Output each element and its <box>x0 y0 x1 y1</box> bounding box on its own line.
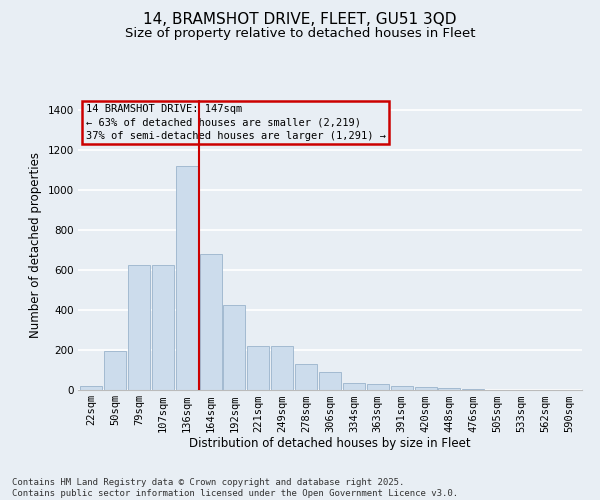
Bar <box>319 372 341 390</box>
Bar <box>439 388 460 390</box>
Text: Size of property relative to detached houses in Fleet: Size of property relative to detached ho… <box>125 28 475 40</box>
Text: 14, BRAMSHOT DRIVE, FLEET, GU51 3QD: 14, BRAMSHOT DRIVE, FLEET, GU51 3QD <box>143 12 457 28</box>
Bar <box>391 386 413 390</box>
Bar <box>247 346 269 390</box>
Bar <box>463 389 484 390</box>
Bar <box>128 265 150 390</box>
Bar <box>104 351 126 390</box>
Bar <box>152 265 174 390</box>
Bar <box>415 387 437 390</box>
Bar <box>176 166 197 390</box>
Y-axis label: Number of detached properties: Number of detached properties <box>29 152 42 338</box>
Bar <box>223 305 245 390</box>
Bar <box>200 254 221 390</box>
X-axis label: Distribution of detached houses by size in Fleet: Distribution of detached houses by size … <box>189 437 471 450</box>
Bar <box>343 383 365 390</box>
Bar <box>271 346 293 390</box>
Bar <box>295 364 317 390</box>
Text: 14 BRAMSHOT DRIVE: 147sqm
← 63% of detached houses are smaller (2,219)
37% of se: 14 BRAMSHOT DRIVE: 147sqm ← 63% of detac… <box>86 104 386 141</box>
Text: Contains HM Land Registry data © Crown copyright and database right 2025.
Contai: Contains HM Land Registry data © Crown c… <box>12 478 458 498</box>
Bar <box>367 384 389 390</box>
Bar <box>80 386 102 390</box>
